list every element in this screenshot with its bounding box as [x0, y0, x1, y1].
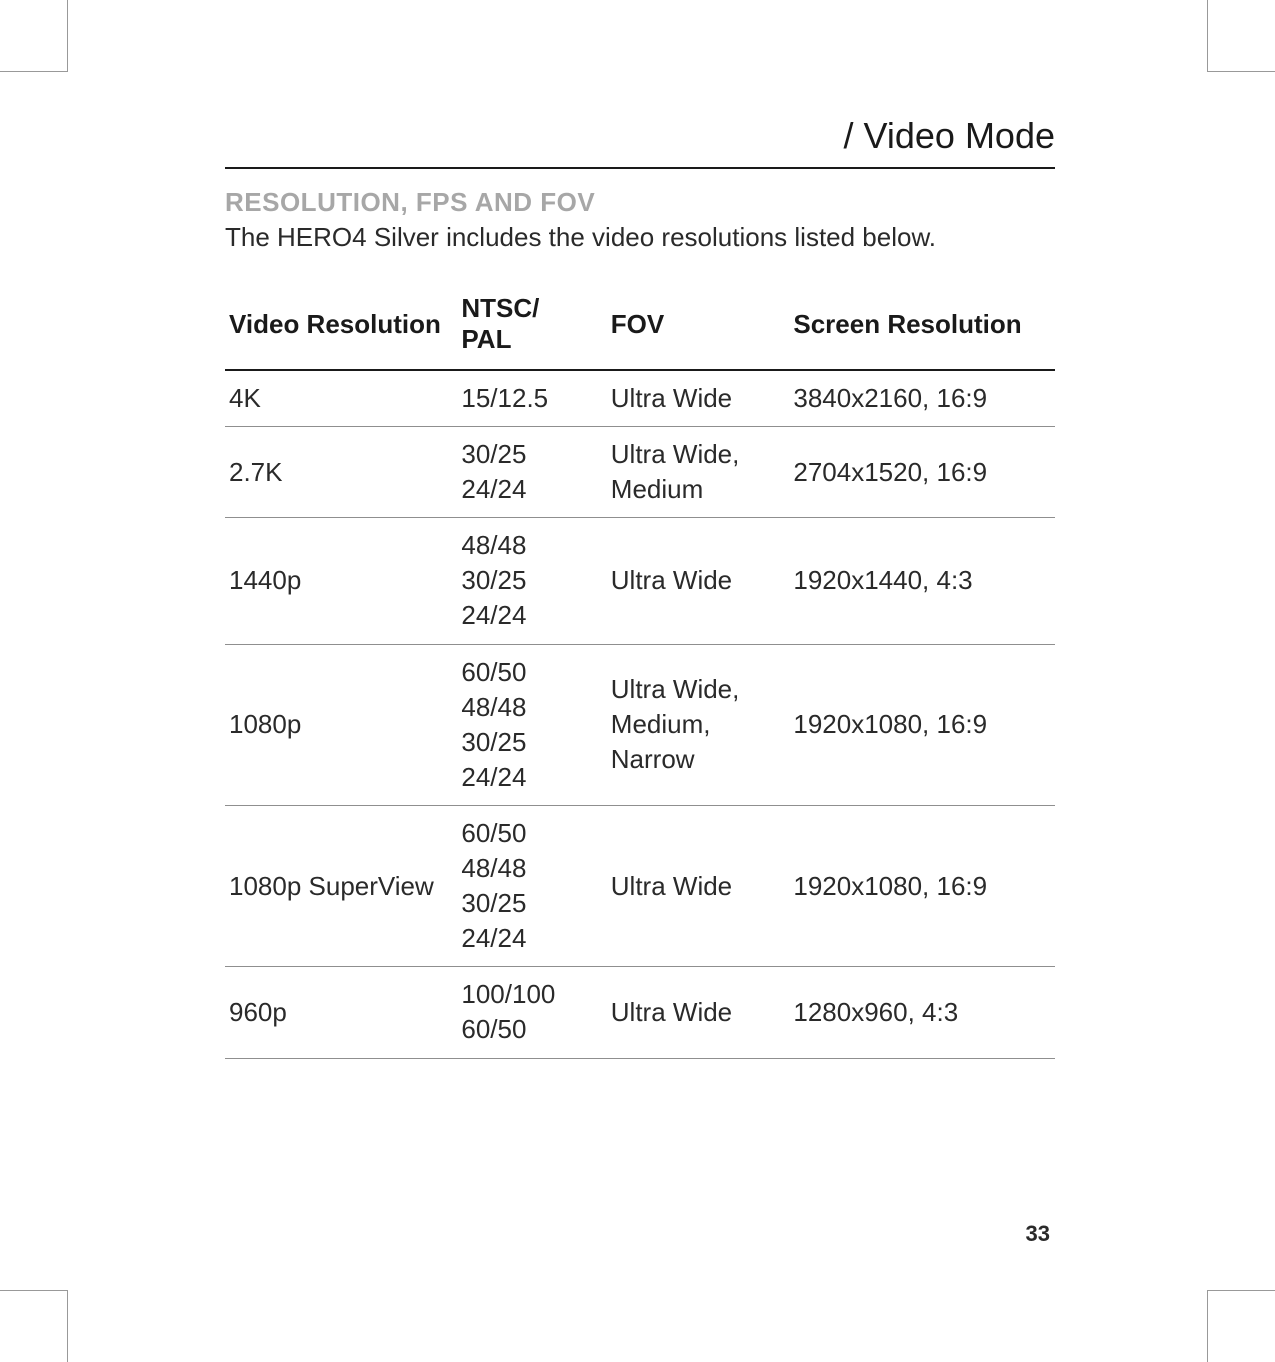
- cell-screen: 1920x1080, 16:9: [789, 644, 1055, 805]
- crop-mark-bottom-right: [1207, 1290, 1275, 1362]
- table-row: 960p 100/10060/50 Ultra Wide 1280x960, 4…: [225, 967, 1055, 1058]
- cell-screen: 1280x960, 4:3: [789, 967, 1055, 1058]
- cell-ntsc: 60/5048/4830/2524/24: [457, 644, 606, 805]
- subheading: RESOLUTION, FPS AND FOV: [225, 187, 1055, 218]
- crop-mark-top-right: [1207, 0, 1275, 72]
- th-ntsc-pal: NTSC/PAL: [457, 281, 606, 370]
- cell-screen: 2704x1520, 16:9: [789, 427, 1055, 518]
- table-row: 1080p SuperView 60/5048/4830/2524/24 Ult…: [225, 805, 1055, 966]
- cell-res: 4K: [225, 370, 457, 427]
- resolution-table: Video Resolution NTSC/PAL FOV Screen Res…: [225, 281, 1055, 1059]
- table-row: 1440p 48/4830/2524/24 Ultra Wide 1920x14…: [225, 518, 1055, 644]
- cell-res: 1080p SuperView: [225, 805, 457, 966]
- table-row: 2.7K 30/2524/24 Ultra Wide, Medium 2704x…: [225, 427, 1055, 518]
- section-title: / Video Mode: [225, 115, 1055, 169]
- cell-fov: Ultra Wide: [607, 370, 790, 427]
- cell-ntsc: 30/2524/24: [457, 427, 606, 518]
- table-row: 4K 15/12.5 Ultra Wide 3840x2160, 16:9: [225, 370, 1055, 427]
- cell-fov: Ultra Wide, Medium: [607, 427, 790, 518]
- cell-res: 2.7K: [225, 427, 457, 518]
- cell-fov: Ultra Wide: [607, 805, 790, 966]
- th-screen-resolution: Screen Resolution: [789, 281, 1055, 370]
- table-row: 1080p 60/5048/4830/2524/24 Ultra Wide, M…: [225, 644, 1055, 805]
- cell-screen: 1920x1440, 4:3: [789, 518, 1055, 644]
- cell-screen: 3840x2160, 16:9: [789, 370, 1055, 427]
- cell-fov: Ultra Wide: [607, 967, 790, 1058]
- crop-mark-top-left: [0, 0, 68, 72]
- resolution-table-body: 4K 15/12.5 Ultra Wide 3840x2160, 16:9 2.…: [225, 370, 1055, 1058]
- cell-ntsc: 60/5048/4830/2524/24: [457, 805, 606, 966]
- cell-ntsc: 100/10060/50: [457, 967, 606, 1058]
- page-content: / Video Mode RESOLUTION, FPS AND FOV The…: [225, 115, 1055, 1059]
- page-number: 33: [1026, 1221, 1050, 1247]
- cell-ntsc: 15/12.5: [457, 370, 606, 427]
- cell-fov: Ultra Wide: [607, 518, 790, 644]
- intro-text: The HERO4 Silver includes the video reso…: [225, 222, 1055, 253]
- cell-res: 960p: [225, 967, 457, 1058]
- th-fov: FOV: [607, 281, 790, 370]
- cell-res: 1440p: [225, 518, 457, 644]
- crop-mark-bottom-left: [0, 1290, 68, 1362]
- cell-res: 1080p: [225, 644, 457, 805]
- cell-ntsc: 48/4830/2524/24: [457, 518, 606, 644]
- cell-screen: 1920x1080, 16:9: [789, 805, 1055, 966]
- th-video-resolution: Video Resolution: [225, 281, 457, 370]
- cell-fov: Ultra Wide, Medium, Narrow: [607, 644, 790, 805]
